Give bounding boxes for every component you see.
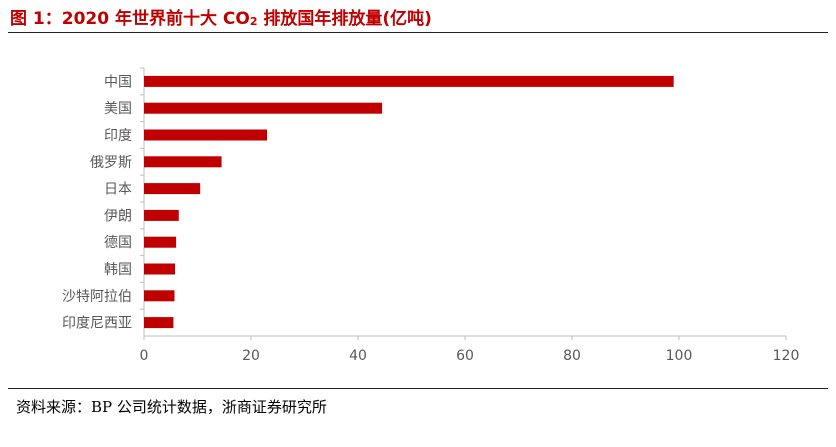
title-subscript: 2 xyxy=(249,15,258,28)
category-label: 中国 xyxy=(104,74,132,90)
bar xyxy=(144,236,177,248)
bar xyxy=(144,209,179,221)
bar-chart: 0 20 40 60 80 100 120 中国美国印度俄罗斯日本伊朗德国韩国沙特阿拉伯印度尼… xyxy=(62,67,800,364)
bar xyxy=(144,317,174,329)
category-label: 伊朗 xyxy=(104,208,132,224)
category-label: 韩国 xyxy=(104,262,132,278)
bar xyxy=(144,129,268,141)
x-tick-label: 100 xyxy=(666,348,693,364)
category-label: 俄罗斯 xyxy=(90,155,132,171)
x-tick-label: 120 xyxy=(773,348,800,364)
category-label: 日本 xyxy=(104,182,132,198)
category-label: 德国 xyxy=(104,235,132,251)
bar xyxy=(144,183,201,195)
x-tick-label: 0 xyxy=(140,348,149,364)
bar xyxy=(144,263,176,275)
category-label: 沙特阿拉伯 xyxy=(62,289,132,305)
bar xyxy=(144,156,222,168)
figure-title: 图 1：2020 年世界前十大 CO2 排放国年排放量(亿吨) xyxy=(10,4,432,29)
bar xyxy=(144,290,175,302)
bar xyxy=(144,75,674,87)
category-label: 美国 xyxy=(104,101,132,117)
source-note: 资料来源：BP 公司统计数据，浙商证券研究所 xyxy=(16,398,327,416)
bottom-rule xyxy=(8,388,828,389)
title-suffix: 排放国年排放量(亿吨) xyxy=(257,9,432,29)
x-tick-label: 80 xyxy=(563,348,581,364)
x-tick-label: 20 xyxy=(242,348,260,364)
title-prefix: 图 1：2020 年世界前十大 CO xyxy=(10,9,250,29)
x-tick-label: 40 xyxy=(349,348,367,364)
x-tick-label: 60 xyxy=(456,348,474,364)
top-rule xyxy=(8,32,828,33)
bar xyxy=(144,102,383,114)
category-label: 印度 xyxy=(104,128,132,144)
category-label: 印度尼西亚 xyxy=(62,316,132,332)
